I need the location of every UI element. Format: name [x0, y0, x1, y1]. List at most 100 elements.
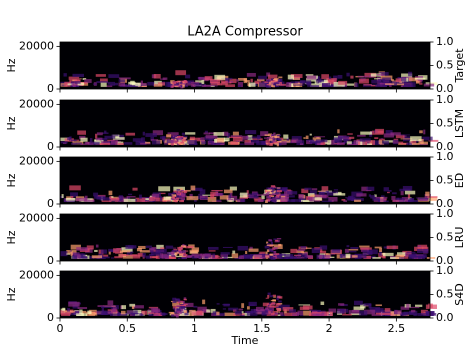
spectrogram-cell	[280, 197, 288, 202]
spectrogram-cell	[295, 254, 301, 257]
spectrogram-cell	[177, 136, 181, 138]
spectrogram-cell	[60, 251, 68, 257]
spectrogram-cell	[176, 190, 179, 193]
spectrogram-cell	[405, 252, 412, 257]
spectrogram-cell	[237, 77, 247, 81]
spectrogram-cell	[217, 312, 225, 316]
spectrogram-cell	[183, 189, 191, 192]
spectrogram-cell	[101, 254, 109, 257]
spectrogram-cell	[301, 247, 312, 249]
spectrogram-cell	[243, 254, 256, 259]
spectrogram-cell	[175, 137, 179, 141]
spectrogram-cell	[126, 85, 136, 87]
spectrogram-cell	[229, 192, 233, 198]
spectrogram-cell	[131, 306, 135, 309]
spectrogram-cell	[268, 82, 274, 85]
spectrogram-cell	[262, 302, 270, 307]
spectrogram-cell	[268, 302, 272, 305]
spectrogram-cell	[245, 130, 257, 135]
spectrogram-cell	[271, 136, 275, 138]
spectrogram-cell	[395, 78, 402, 82]
spectrogram-cell	[269, 142, 273, 146]
spectrogram-cell	[245, 251, 248, 255]
spectrogram-cell	[296, 140, 305, 145]
spectrogram-cell	[418, 138, 424, 144]
spectrogram-cell	[70, 192, 79, 198]
spectrogram-cell	[281, 314, 285, 316]
spectrogram-cell	[114, 82, 119, 86]
spectrogram-cell	[389, 83, 392, 87]
x-tick-label: 2.5	[388, 322, 406, 335]
spectrogram-cell	[278, 243, 282, 247]
spectrogram-cell	[100, 312, 109, 316]
spectrogram-cell	[358, 78, 369, 84]
spectrogram-cell	[341, 199, 346, 201]
spectrogram-cell	[175, 70, 187, 76]
spectrogram-cell	[198, 193, 204, 196]
spectrogram-cell	[273, 305, 279, 308]
spectrogram-cell	[167, 196, 175, 198]
spectrogram-cell	[241, 311, 244, 313]
spectrogram-cell	[156, 244, 164, 250]
spectrogram-cell	[255, 257, 260, 259]
spectrogram-cell	[171, 249, 177, 253]
spectrogram-cell	[175, 81, 179, 83]
spectrogram-cell	[99, 197, 112, 201]
spectrogram-cell	[328, 196, 338, 202]
spectrogram-cell	[191, 187, 203, 191]
spectrogram-cell	[91, 255, 103, 259]
spectrogram-cell	[309, 190, 317, 195]
spectrogram-cell	[137, 252, 144, 257]
spectrogram-cell	[184, 312, 189, 316]
spectrogram-cell	[351, 309, 360, 313]
spectrogram-cell	[155, 248, 167, 254]
spectrogram-cell	[72, 73, 84, 78]
spectrogram-cell	[257, 135, 261, 140]
spectrogram-cell	[210, 194, 215, 199]
spectrogram-cell	[215, 138, 225, 143]
spectrogram-cell	[179, 141, 185, 145]
spectrogram-cell	[247, 82, 250, 87]
spectrogram-cell	[274, 253, 278, 256]
spectrogram-cell	[240, 198, 246, 202]
spectrogram-cell	[89, 141, 100, 145]
spectrogram-cell	[407, 251, 416, 254]
spectrogram-cell	[289, 255, 297, 259]
spectrogram-cell	[171, 143, 175, 146]
spectrogram-cell	[378, 252, 386, 258]
spectrogram-cell	[174, 135, 178, 137]
spectrogram-cell	[180, 143, 186, 145]
spectrogram-cell	[363, 255, 371, 259]
spectrogram-cell	[268, 257, 272, 259]
spectrogram-cell	[180, 245, 184, 248]
spectrogram-cell	[324, 140, 332, 145]
spectrogram-cell	[220, 80, 228, 86]
spectrogram-cell	[222, 131, 229, 136]
spectrogram-cell	[176, 197, 179, 200]
spectrogram-cell	[238, 308, 243, 311]
spectrogram-cell	[286, 256, 293, 259]
spectrogram-cell	[425, 191, 430, 197]
spectrogram-cell	[198, 76, 211, 81]
spectrogram-cell	[366, 255, 376, 259]
spectrogram-cell	[276, 143, 279, 147]
spectrogram-cell	[270, 190, 276, 193]
spectrogram-cell	[110, 313, 121, 316]
spectrogram-cell	[95, 137, 103, 141]
spectrogram-cell	[184, 140, 189, 145]
spectrogram-cell	[170, 80, 175, 83]
spectrogram-cell	[246, 306, 250, 310]
spectrogram-cell	[266, 306, 274, 311]
spectrogram-cell	[267, 292, 271, 295]
spectrogram-cell	[163, 136, 166, 138]
spectrogram-cell	[155, 254, 160, 259]
spectrogram-cell	[290, 74, 303, 79]
spectrogram-cell	[125, 132, 136, 136]
spectrogram-cell	[402, 185, 413, 191]
spectrogram-cell	[350, 246, 359, 250]
spectrogram-cell	[249, 246, 253, 250]
spectrogram-cell	[301, 256, 308, 259]
spectrogram-cell	[191, 257, 198, 259]
spectrogram-cell	[300, 246, 307, 249]
spectrogram-cell	[282, 187, 288, 192]
